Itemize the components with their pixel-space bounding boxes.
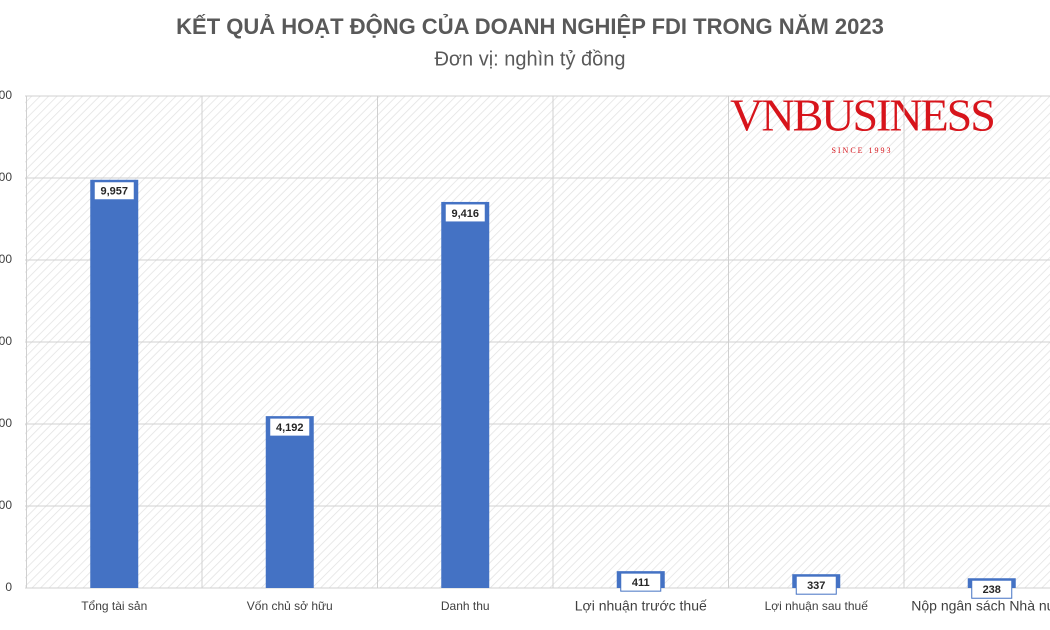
x-tick-label: Danh thu — [441, 599, 490, 613]
data-label-box — [795, 575, 837, 595]
y-tick-label: 4000 — [0, 416, 12, 430]
chart-subtitle: Đơn vị: nghìn tỷ đồng — [434, 48, 625, 70]
data-label: 411 — [632, 577, 650, 589]
data-label: 238 — [983, 584, 1001, 596]
watermark-since: SINCE 1993 — [831, 146, 892, 155]
data-label: 9,957 — [100, 186, 128, 198]
y-tick-label: 10000 — [0, 170, 12, 184]
x-tick-label: Vốn chủ sở hữu — [247, 599, 333, 613]
bar — [90, 179, 139, 588]
y-tick-label: 0 — [5, 580, 12, 594]
x-tick-label: Lợi nhuận trước thuế — [575, 598, 707, 614]
x-tick-label: Nộp ngân sách Nhà nước — [911, 598, 1050, 614]
bar — [265, 416, 314, 588]
data-label-box — [93, 181, 135, 201]
data-label-box — [444, 203, 486, 223]
watermark-logo: VNBUSINESS — [730, 90, 994, 141]
x-tick-label: Lợi nhuận sau thuế — [765, 599, 869, 613]
chart-title: KẾT QUẢ HOẠT ĐỘNG CỦA DOANH NGHIỆP FDI T… — [176, 14, 884, 39]
bar — [441, 201, 490, 588]
data-label-box — [269, 417, 311, 437]
data-label: 4,192 — [276, 422, 304, 434]
data-label-box — [620, 572, 662, 592]
x-tick-label: Tổng tài sản — [81, 599, 147, 613]
y-tick-label: 8000 — [0, 252, 12, 266]
y-tick-label: 12000 — [0, 88, 12, 102]
y-tick-label: 2000 — [0, 498, 12, 512]
data-label-box — [971, 579, 1013, 599]
y-tick-label: 6000 — [0, 334, 12, 348]
data-label: 9,416 — [451, 208, 479, 220]
data-label: 337 — [807, 580, 825, 592]
